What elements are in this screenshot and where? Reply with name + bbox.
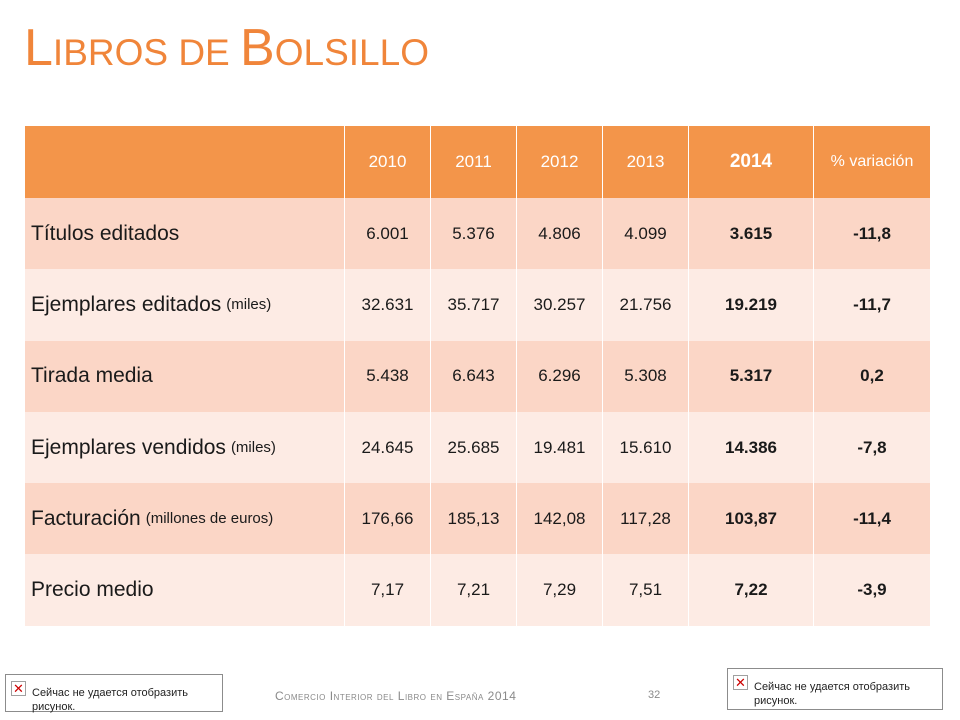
broken-image-icon: ✕ <box>733 675 748 690</box>
page-number: 32 <box>648 689 661 701</box>
header-variation: % variación <box>830 153 914 170</box>
row-label-unit: (millones de euros) <box>145 510 274 528</box>
value-cell: 7,21 <box>431 554 517 626</box>
header-2010: 2010 <box>345 126 431 198</box>
row-label: Precio medio <box>25 554 345 626</box>
variation-cell: -7,8 <box>857 437 887 457</box>
table-row: Títulos editados 6.001 5.376 4.806 4.099 3.61… <box>25 198 930 270</box>
row-label-text: Ejemplares editados <box>31 292 222 316</box>
row-label: Ejemplares vendidos (miles) <box>25 411 345 484</box>
value-cell: 176,66 <box>345 483 431 555</box>
value-cell: 30.257 <box>517 269 603 341</box>
variation-cell: -11,4 <box>853 508 891 528</box>
header-2012: 2012 <box>517 126 603 198</box>
broken-image-placeholder-right: ✕ Сейчас не удается отобразить рисунок. <box>727 668 943 710</box>
value-cell: 21.756 <box>603 269 689 341</box>
row-label-unit: (miles) <box>230 439 276 457</box>
row-label-text: Facturación <box>31 506 141 530</box>
table-row: Precio medio 7,17 7,21 7,29 7,51 7,22 -3,9 <box>25 554 930 626</box>
header-2014: 2014 <box>689 126 814 198</box>
value-cell: 32.631 <box>345 269 431 341</box>
table-row: Ejemplares editados (miles) 32.631 35.717 30… <box>25 269 930 341</box>
variation-cell: -3,9 <box>857 580 887 600</box>
value-cell: 24.645 <box>345 411 431 484</box>
value-cell: 4.806 <box>517 198 603 270</box>
header-2013: 2013 <box>603 126 689 198</box>
value-cell: 5.438 <box>345 340 431 412</box>
value-cell: 19.219 <box>689 269 814 341</box>
variation-cell: 0,2 <box>860 366 884 386</box>
value-cell: 4.099 <box>603 198 689 270</box>
broken-image-icon: ✕ <box>11 681 26 696</box>
broken-image-placeholder-left: ✕ Сейчас не удается отобразить рисунок. <box>5 674 223 713</box>
row-label: Ejemplares editados (miles) <box>25 269 345 341</box>
value-cell: 15.610 <box>603 411 689 484</box>
value-cell: 117,28 <box>603 483 689 555</box>
table-row: Facturación (millones de euros) 176,66 185,… <box>25 483 930 555</box>
row-label-text: Ejemplares vendidos <box>31 435 226 459</box>
value-cell: 6.643 <box>431 340 517 412</box>
row-label-text: Títulos editados <box>31 221 180 245</box>
value-cell: 6.001 <box>345 198 431 270</box>
value-cell: 103,87 <box>689 483 814 555</box>
value-cell: 19.481 <box>517 411 603 484</box>
value-cell: 5.376 <box>431 198 517 270</box>
value-cell: 25.685 <box>431 411 517 484</box>
title-part-2: OLSILLO <box>274 32 429 73</box>
row-label-text: Tirada media <box>31 364 153 388</box>
footer-title: Comercio Interior del Libro en España 20… <box>275 689 517 703</box>
header-2011: 2011 <box>431 126 517 198</box>
broken-image-text: Сейчас не удается отобразить рисунок. <box>32 687 188 713</box>
table-row: Tirada media 5.438 6.643 6.296 5.308 5.317 0,2 <box>25 340 930 412</box>
row-label: Títulos editados <box>25 198 345 270</box>
value-cell: 7,51 <box>603 554 689 626</box>
header-empty-cell <box>25 126 345 198</box>
value-cell: 6.296 <box>517 340 603 412</box>
row-label: Tirada media <box>25 340 345 412</box>
value-cell: 7,17 <box>345 554 431 626</box>
value-cell: 7,22 <box>689 554 814 626</box>
value-cell: 142,08 <box>517 483 603 555</box>
title-initial-l: L <box>24 19 53 77</box>
value-cell: 7,29 <box>517 554 603 626</box>
broken-image-text: Сейчас не удается отобразить рисунок. <box>754 681 910 707</box>
table-header-row: 2010 2011 2012 2013 2014 % variación <box>25 126 930 198</box>
table-row: Ejemplares vendidos (miles) 24.645 25.685 19… <box>25 411 930 484</box>
page-title: LIBROS DE BOLSILLO <box>24 22 429 74</box>
value-cell: 185,13 <box>431 483 517 555</box>
value-cell: 5.317 <box>689 340 814 412</box>
value-cell: 5.308 <box>603 340 689 412</box>
title-part-1: IBROS DE <box>52 32 241 73</box>
variation-cell: -11,7 <box>853 294 891 314</box>
title-initial-b: B <box>240 19 275 77</box>
row-label: Facturación (millones de euros) <box>25 483 345 555</box>
value-cell: 35.717 <box>431 269 517 341</box>
value-cell: 3.615 <box>689 198 814 270</box>
variation-cell: -11,8 <box>853 223 891 243</box>
value-cell: 14.386 <box>689 411 814 484</box>
row-label-text: Precio medio <box>31 578 154 602</box>
row-label-unit: (miles) <box>226 296 272 314</box>
stats-table: 2010 2011 2012 2013 2014 % variación Tít… <box>25 126 930 626</box>
